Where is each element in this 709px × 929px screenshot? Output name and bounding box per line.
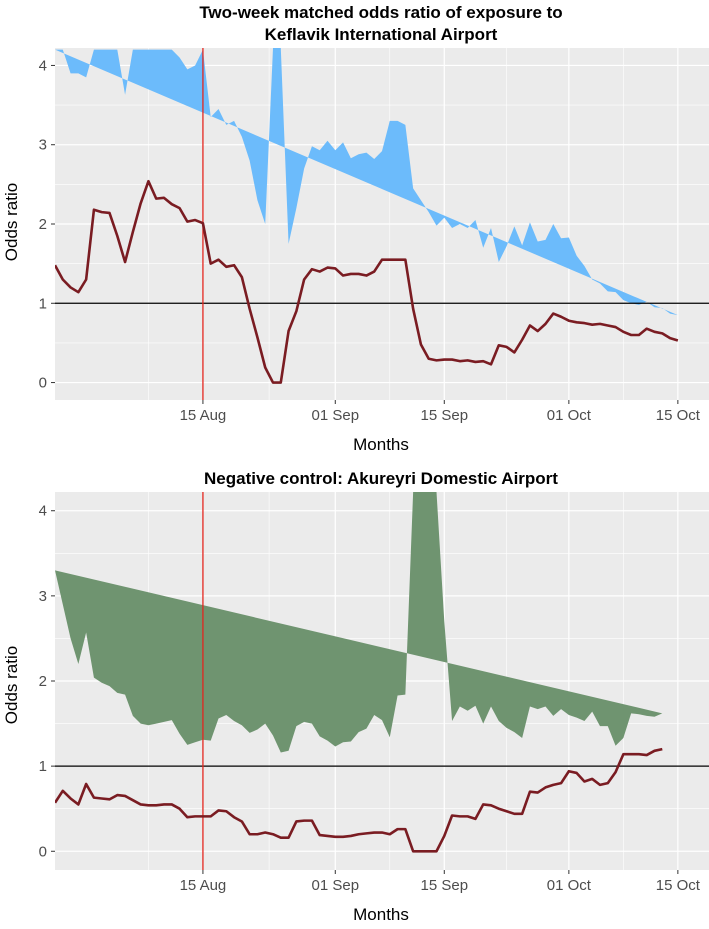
chart-1-plot: 0 1 2 3 4 15 Aug 01 Sep 15 Sep 01 Oct 15 Oct [39, 48, 709, 424]
x-tick-label: 15 Sep [421, 407, 469, 424]
chart-2-x-axis-title: Months [353, 905, 409, 924]
x-tick-label: 01 Oct [547, 877, 592, 894]
y-tick-label: 3 [39, 137, 47, 154]
chart-1-x-axis-title: Months [353, 435, 409, 454]
x-tick-label: 01 Oct [547, 407, 592, 424]
y-tick-label: 4 [39, 503, 47, 520]
x-tick-label: 01 Sep [312, 877, 360, 894]
y-tick-label: 2 [39, 216, 47, 233]
odds-ratio-line [55, 747, 663, 853]
y-tick-label: 1 [39, 758, 47, 775]
y-tick-label: 2 [39, 673, 47, 690]
x-tick-label: 15 Aug [180, 407, 227, 424]
x-tick-label: 01 Sep [312, 407, 360, 424]
x-tick-label: 15 Sep [421, 877, 469, 894]
y-tick-label: 1 [39, 295, 47, 312]
y-tick-label: 0 [39, 843, 47, 860]
chart-1-title-line-1: Two-week matched odds ratio of exposure … [199, 3, 562, 22]
x-tick-label: 15 Oct [656, 877, 701, 894]
odds-ratio-line [55, 179, 679, 384]
y-tick-label: 3 [39, 588, 47, 605]
y-tick-label: 4 [39, 57, 47, 74]
chart-2-title: Negative control: Akureyri Domestic Airp… [204, 469, 558, 488]
chart-1-title-line-2: Keflavik International Airport [265, 25, 498, 44]
chart-1-y-axis-title: Odds ratio [2, 183, 21, 261]
x-tick-label: 15 Oct [656, 407, 701, 424]
chart-2: Negative control: Akureyri Domestic Airp… [2, 469, 709, 924]
chart-2-y-axis-title: Odds ratio [2, 646, 21, 724]
confidence-band [55, 48, 678, 316]
confidence-band [55, 492, 663, 753]
x-tick-label: 15 Aug [180, 877, 227, 894]
y-tick-label: 0 [39, 375, 47, 392]
chart-2-plot: 0 1 2 3 4 15 Aug 01 Sep 15 Sep 01 Oct 15 Oct [39, 492, 709, 894]
chart-1: Two-week matched odds ratio of exposure … [2, 3, 709, 454]
